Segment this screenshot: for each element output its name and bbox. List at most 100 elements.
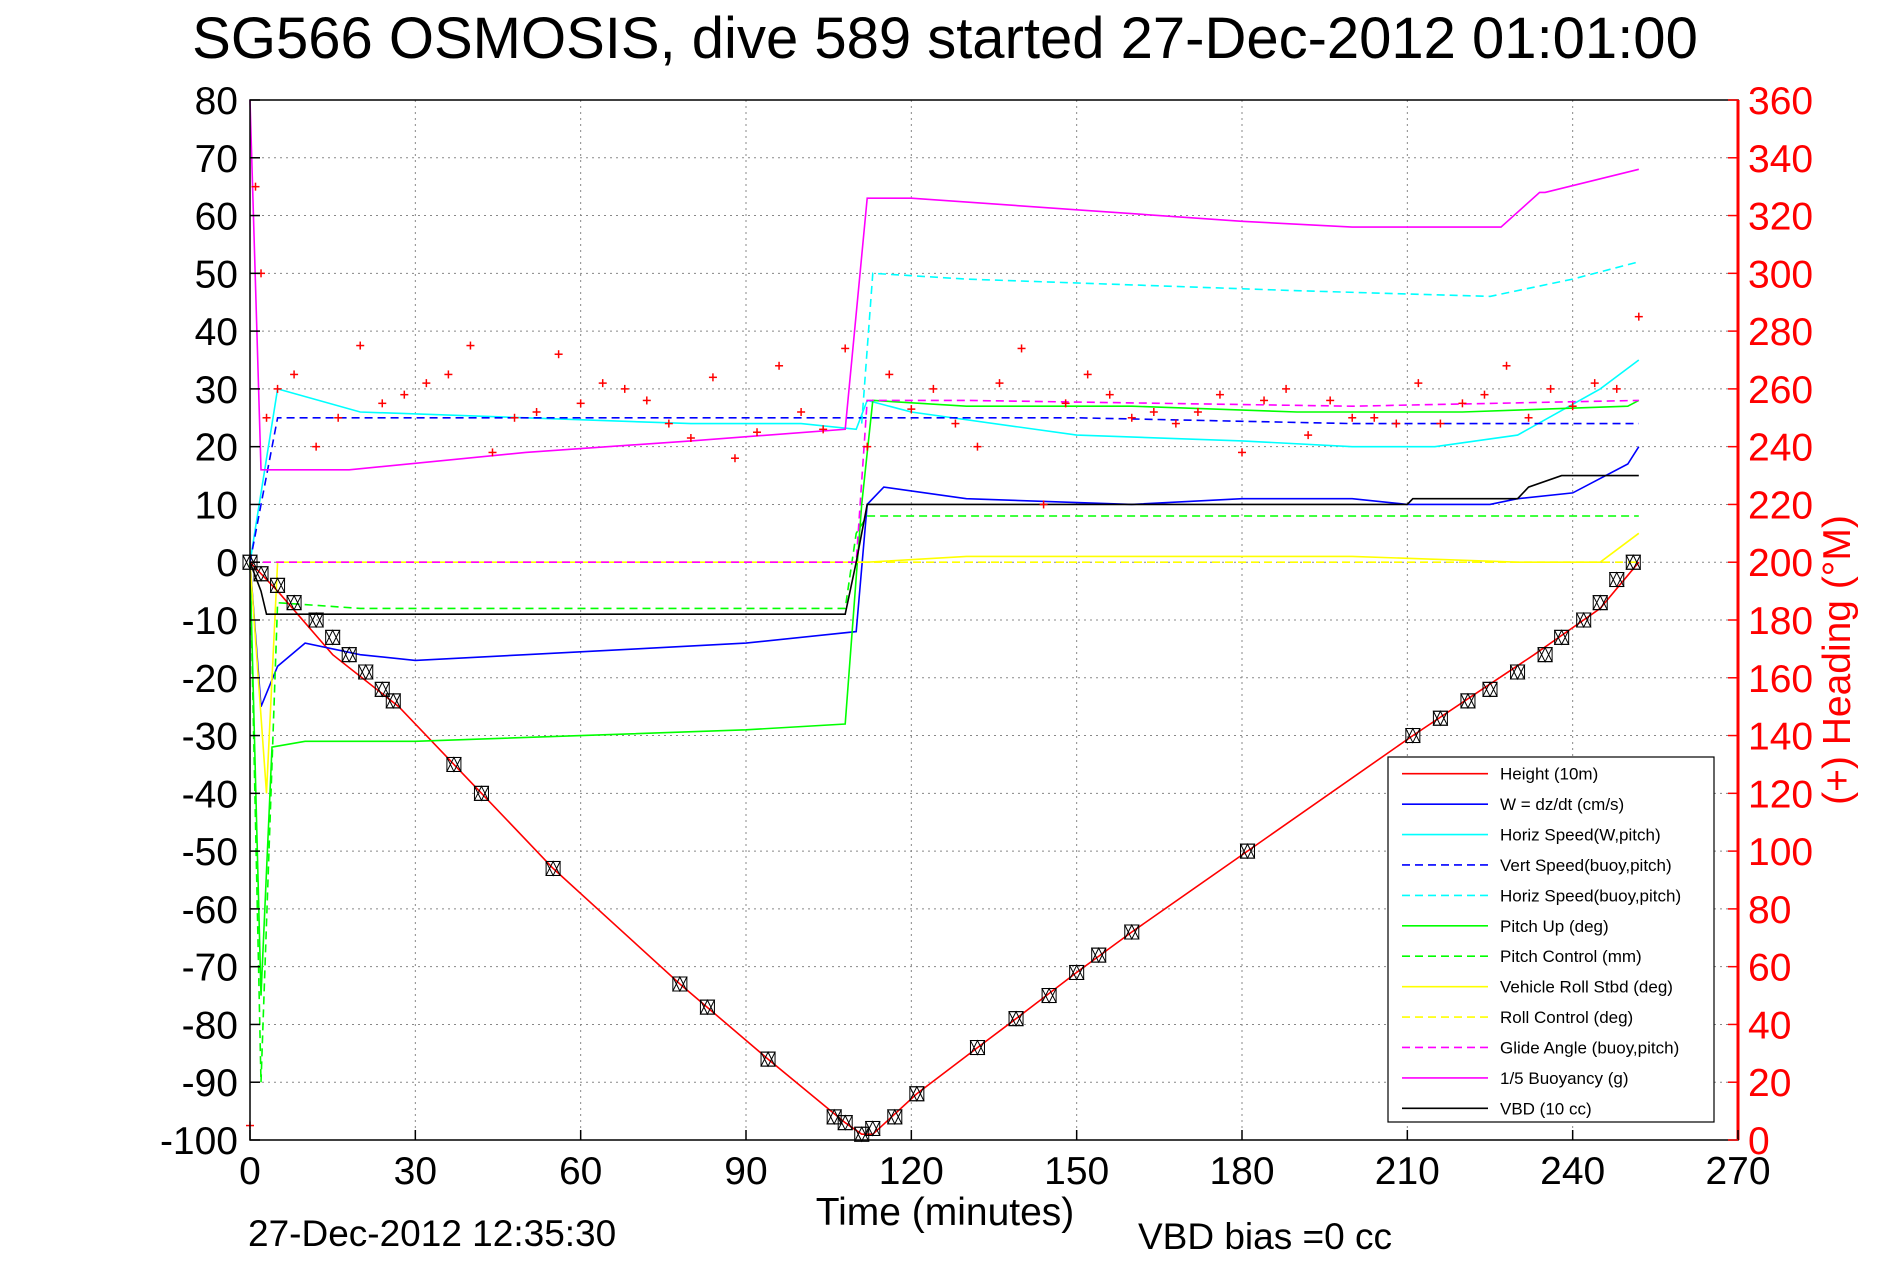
depth-marker — [672, 975, 688, 993]
depth-marker — [837, 1114, 854, 1131]
heading-marker — [378, 399, 387, 408]
legend-label: Height (10m) — [1500, 765, 1598, 784]
heading-marker — [1260, 396, 1269, 405]
series-line-7 — [249, 515, 1639, 1083]
depth-marker — [385, 692, 402, 710]
series-line-1 — [249, 561, 1640, 1135]
right-tick-label: 220 — [1748, 484, 1813, 527]
depth-marker — [1553, 629, 1570, 646]
series-line-5 — [860, 261, 1640, 424]
y-tick-label: -90 — [182, 1062, 238, 1105]
x-tick-label: 150 — [1044, 1150, 1109, 1193]
right-axis-label: (+) Heading (°M) — [1816, 515, 1859, 805]
depth-marker — [341, 646, 358, 663]
heading-marker — [273, 384, 282, 393]
depth-marker — [826, 1108, 842, 1126]
heading-marker — [312, 442, 321, 451]
heading-marker — [620, 384, 629, 393]
x-tick-label: 270 — [1705, 1150, 1770, 1193]
depth-marker — [1575, 611, 1592, 629]
heading-marker — [1436, 419, 1445, 428]
right-tick-label: 180 — [1748, 600, 1813, 643]
y-tick-label: 40 — [195, 311, 238, 354]
heading-marker — [1304, 431, 1313, 440]
heading-marker — [973, 442, 982, 451]
heading-marker — [1568, 402, 1577, 411]
heading-marker — [262, 413, 271, 422]
heading-marker — [1348, 413, 1357, 422]
heading-marker — [841, 344, 850, 353]
heading-marker — [1282, 384, 1291, 393]
series-line-12 — [249, 474, 1639, 616]
y-tick-label: -80 — [182, 1004, 238, 1047]
heading-marker — [1414, 379, 1423, 388]
heading-marker — [1171, 419, 1180, 428]
heading-marker — [730, 454, 739, 463]
heading-marker — [1590, 379, 1599, 388]
heading-marker — [1061, 399, 1070, 408]
heading-marker — [1480, 390, 1489, 399]
legend-label: 1/5 Buoyancy (g) — [1500, 1069, 1629, 1088]
right-tick-label: 100 — [1748, 831, 1813, 874]
heading-marker — [1502, 361, 1511, 370]
series-layer — [249, 99, 1640, 1135]
right-tick-label: 0 — [1748, 1120, 1770, 1163]
right-tick-label: 200 — [1748, 542, 1813, 585]
depth-marker — [1239, 842, 1256, 860]
depth-marker — [760, 1050, 776, 1068]
legend-label: VBD (10 cc) — [1500, 1099, 1592, 1118]
heading-marker — [1039, 500, 1048, 509]
heading-marker — [1524, 413, 1533, 422]
heading-marker — [1546, 384, 1555, 393]
legend-label: Pitch Up (deg) — [1500, 917, 1609, 936]
x-axis-label: Time (minutes) — [816, 1191, 1075, 1234]
heading-marker — [819, 425, 828, 434]
depth-marker — [1090, 946, 1107, 964]
y-tick-label: 10 — [195, 484, 238, 527]
depth-marker — [1123, 923, 1140, 941]
depth-marker — [1460, 692, 1476, 710]
footer-timestamp: 27-Dec-2012 12:35:30 — [248, 1213, 616, 1254]
x-tick-label: 240 — [1540, 1150, 1605, 1193]
series-line-4 — [249, 416, 1639, 563]
heading-marker — [1215, 390, 1224, 399]
heading-marker — [885, 370, 894, 379]
right-tick-label: 140 — [1748, 716, 1813, 759]
depth-marker — [1482, 681, 1498, 698]
legend-label: Vehicle Roll Stbd (deg) — [1500, 978, 1673, 997]
right-tick-label: 360 — [1748, 80, 1813, 123]
heading-marker — [951, 419, 960, 428]
heading-marker — [1149, 408, 1158, 416]
heading-marker — [400, 390, 409, 399]
y-tick-label: -50 — [182, 831, 238, 874]
right-tick-label: 240 — [1748, 427, 1813, 470]
y-tick-label: 30 — [195, 369, 238, 412]
depth-marker — [1008, 1010, 1024, 1027]
depth-marker — [886, 1108, 903, 1126]
heading-marker — [995, 379, 1004, 388]
heading-marker — [664, 419, 673, 428]
y-tick-label: -70 — [182, 947, 238, 990]
right-tick-label: 40 — [1748, 1004, 1791, 1047]
heading-marker — [797, 408, 806, 416]
heading-marker — [1017, 344, 1026, 353]
heading-marker — [1193, 408, 1202, 416]
heading-marker — [598, 379, 607, 388]
heading-marker — [1612, 384, 1621, 393]
y-tick-label: -20 — [182, 658, 238, 701]
legend-label: Horiz Speed(buoy,pitch) — [1500, 886, 1681, 905]
heading-marker — [1083, 370, 1092, 379]
depth-marker — [969, 1039, 986, 1056]
heading-marker — [907, 405, 916, 414]
heading-marker — [466, 341, 475, 350]
heading-marker — [1105, 390, 1114, 399]
heading-marker — [1238, 448, 1246, 457]
chart-title: SG566 OSMOSIS, dive 589 started 27-Dec-2… — [192, 6, 1698, 71]
heading-marker — [334, 413, 343, 422]
heading-marker — [422, 379, 431, 388]
depth-marker — [864, 1120, 881, 1137]
y-tick-label: 70 — [195, 138, 238, 181]
heading-marker — [1392, 419, 1401, 428]
depth-marker — [1405, 727, 1421, 744]
